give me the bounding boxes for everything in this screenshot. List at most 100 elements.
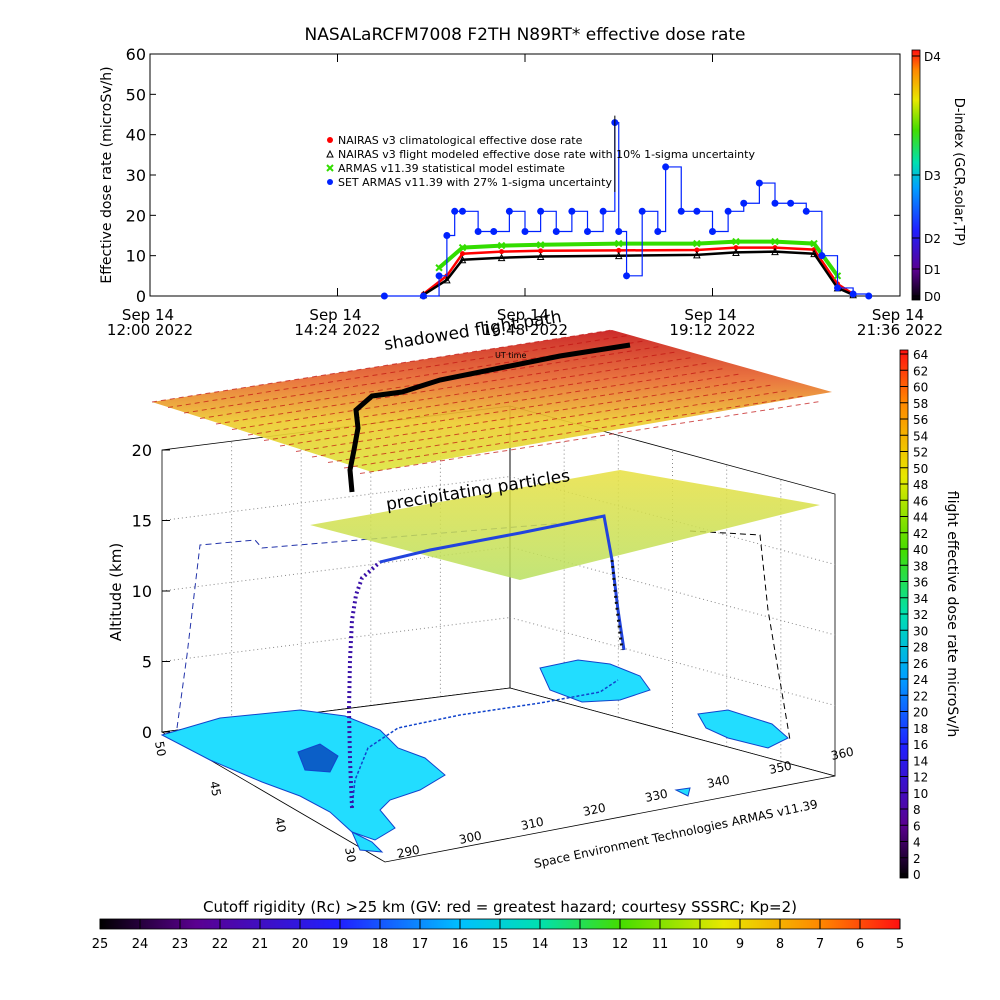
cutoff-rigidity-tick-label: 11: [652, 937, 669, 952]
cutoff-rigidity-tick-label: 22: [212, 937, 229, 952]
cutoff-rigidity-colorbar: Cutoff rigidity (Rc) >25 km (GV: red = g…: [92, 898, 904, 952]
flight-dose-tick-label: 16: [913, 738, 928, 752]
data-point: [755, 179, 763, 187]
longitude-ticks: 290 300 310 320 330 340 350 360: [396, 744, 855, 860]
data-point: [732, 237, 740, 246]
flight-dose-tick-label: 6: [913, 819, 921, 833]
cutoff-rigidity-tick-label: 10: [692, 937, 709, 952]
data-point: [490, 227, 498, 235]
data-point: [536, 241, 545, 249]
flight-dose-tick-label: 4: [913, 836, 921, 850]
data-point: [615, 239, 623, 248]
data-point: [499, 249, 505, 255]
land-island: [674, 787, 691, 797]
data-point: [865, 292, 873, 300]
heat-dash-row: [151, 329, 613, 403]
x-tick-label-line2: 19:12 2022: [669, 321, 755, 339]
flight-dose-tick-label: 58: [913, 397, 928, 411]
cutoff-rigidity-tick-label: 15: [492, 937, 509, 952]
data-point: [693, 250, 701, 259]
flight-dose-tick-label: 54: [913, 429, 928, 443]
grid-line: [161, 617, 511, 662]
data-point: [552, 227, 560, 235]
cutoff-rigidity-tick-label: 17: [412, 937, 429, 952]
cutoff-rigidity-ticks: 25 24 23 22 21 20 19 18 17 16 15 14 13 12 11 10 9 8 7 6 5: [92, 919, 904, 952]
flight-dose-tick-label: 22: [913, 689, 928, 703]
altitude-tick-label: 5: [142, 653, 152, 672]
cutoff-rigidity-tick-label: 16: [452, 937, 469, 952]
cutoff-rigidity-tick-label: 13: [572, 937, 589, 952]
data-point: [771, 199, 779, 207]
flight-dose-tick-label: 30: [913, 624, 928, 638]
track-projection-right: [689, 530, 791, 741]
legend: NAIRAS v3 climatological effective dose …: [326, 134, 755, 189]
heat-dash-row: [359, 401, 821, 474]
dindex-tick-label: D3: [924, 169, 941, 183]
cutoff-rigidity-tick-label: 21: [252, 937, 269, 952]
altitude-tick-label: 15: [132, 512, 152, 531]
ascent-path: [346, 560, 382, 809]
flight-dose-tick-label: 36: [913, 576, 928, 590]
data-point: [615, 227, 623, 235]
dindex-colorbar: D0 D1 D2 D3 D4 D-index (GCR,solar,TP): [911, 49, 966, 304]
ground-track: [351, 679, 619, 809]
cutoff-rigidity-tick-label: 23: [172, 937, 189, 952]
dindex-ticks: D0 D1 D2 D3 D4: [912, 50, 941, 304]
flight-dose-tick-label: 0: [913, 868, 921, 882]
cutoff-rigidity-tick-label: 25: [92, 937, 109, 952]
series-group: [380, 115, 873, 300]
data-point: [458, 255, 467, 264]
altitude-3d-plot: shadowed flight path UT time precipitati…: [107, 307, 855, 871]
series-line: [437, 239, 840, 277]
flight-dose-tick-label: 52: [913, 446, 928, 460]
legend-label: NAIRAS v3 climatological effective dose …: [338, 134, 583, 147]
flight-dose-colorbar: 0246810121416182022242628303234363840424…: [899, 348, 960, 882]
flight-dose-tick-label: 48: [913, 478, 928, 492]
legend-label: SET ARMAS v11.39 with 27% 1-sigma uncert…: [338, 176, 612, 189]
cruise-path: [379, 514, 626, 651]
data-point: [599, 207, 607, 215]
longitude-tick-label: 360: [830, 744, 855, 762]
shadowed-flight-path: [347, 342, 631, 493]
land-greenland: [539, 659, 651, 703]
cutoff-rigidity-tick-label: 19: [332, 937, 349, 952]
flight-dose-tick-label: 40: [913, 543, 928, 557]
flight-dose-tick-label: 38: [913, 559, 928, 573]
altitude-tick-label: 0: [142, 723, 152, 742]
dindex-tick-label: D1: [924, 263, 941, 277]
longitude-tick-label: 350: [768, 758, 793, 776]
data-point: [693, 207, 701, 215]
data-point: [733, 245, 739, 251]
flight-dose-tick-label: 12: [913, 771, 928, 785]
land-florida: [350, 830, 384, 853]
heat-dash-row: [247, 362, 709, 436]
dindex-tick-label: D2: [924, 232, 941, 246]
heat-surface-upper: [152, 330, 832, 472]
flight-dose-tick-label: 34: [913, 592, 928, 606]
altitude-tick-label: 10: [132, 582, 152, 601]
y-tick-label: 30: [126, 166, 146, 185]
data-point: [732, 248, 740, 256]
flight-dose-label: flight effective dose rate microSv/h: [944, 491, 960, 737]
x-tick-label-line2: 14:24 2022: [294, 321, 380, 339]
data-point: [818, 252, 826, 260]
land-north-america: [160, 709, 446, 841]
heat-dash-row: [279, 373, 741, 447]
data-point: [740, 199, 748, 207]
flight-dose-tick-label: 62: [913, 364, 928, 378]
data-point: [771, 237, 779, 246]
data-point: [802, 207, 810, 215]
latitude-tick-label: 30: [342, 846, 358, 863]
flight-dose-tick-label: 56: [913, 413, 928, 427]
legend-marker: [327, 179, 333, 185]
cutoff-rigidity-tick-label: 18: [372, 937, 389, 952]
x-tick-label-line2: 21:36 2022: [857, 321, 943, 339]
flight-dose-tick-label: 20: [913, 706, 928, 720]
y-tick-label: 60: [126, 45, 146, 64]
data-point: [694, 247, 700, 253]
longitude-tick-label: 320: [582, 800, 607, 818]
data-point: [614, 251, 623, 260]
data-point: [654, 227, 662, 235]
